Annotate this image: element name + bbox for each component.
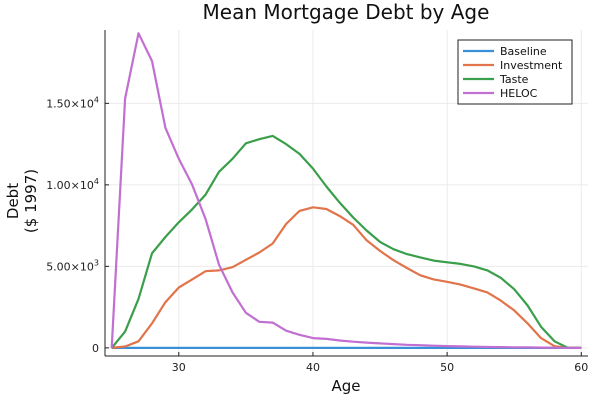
y-axis-title-line-1: Debt bbox=[4, 183, 22, 219]
y-tick-label: 1.50×104 bbox=[46, 95, 99, 110]
axes-layer bbox=[104, 30, 588, 357]
series-layer bbox=[110, 32, 582, 349]
legend-label-heloc: HELOC bbox=[500, 87, 538, 100]
x-tick-label: 30 bbox=[172, 361, 186, 374]
ticks-layer: 30 40 50 60 0 5.00×103 1.00×104 1.50×104 bbox=[46, 95, 588, 374]
legend-label-taste: Taste bbox=[499, 73, 529, 86]
series-line-heloc bbox=[110, 32, 582, 349]
x-axis-title: Age bbox=[331, 377, 360, 395]
series-line-taste bbox=[110, 134, 582, 349]
y-tick-label: 0 bbox=[92, 342, 99, 355]
x-tick-label: 60 bbox=[574, 361, 588, 374]
legend-label-baseline: Baseline bbox=[500, 45, 547, 58]
y-axis-title-line-2: ($ 1997) bbox=[22, 169, 40, 233]
chart-title: Mean Mortgage Debt by Age bbox=[203, 0, 490, 24]
series-line-investment bbox=[111, 206, 582, 349]
x-tick-label: 40 bbox=[306, 361, 320, 374]
x-tick-label: 50 bbox=[440, 361, 454, 374]
y-tick-label: 5.00×103 bbox=[46, 258, 99, 273]
y-axis-title: Debt ($ 1997) bbox=[4, 169, 40, 233]
y-tick-label: 1.00×104 bbox=[46, 177, 99, 192]
legend-label-investment: Investment bbox=[500, 59, 563, 72]
